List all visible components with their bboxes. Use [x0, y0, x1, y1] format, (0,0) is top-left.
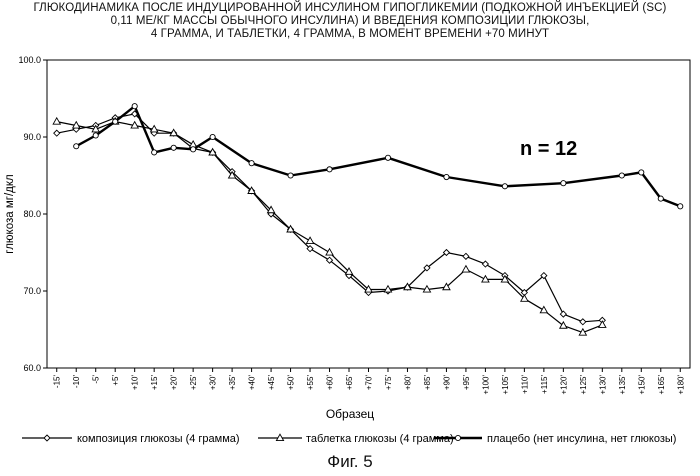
data-point [171, 145, 176, 150]
chart-axes: 60.0 70.0 80.0 90.0 100.0 -15' -10' -5' +5' +10' +… [18, 55, 690, 395]
figure-caption: Фиг. 5 [0, 452, 700, 472]
x-tick-label: +150' [637, 375, 646, 395]
x-tick-label: -15' [53, 375, 62, 389]
data-point [191, 147, 196, 152]
legend-marker [455, 435, 460, 440]
x-tick-label: -10' [72, 375, 81, 389]
x-tick-label: +110' [520, 375, 529, 394]
data-point [540, 306, 547, 312]
x-tick-label: +20' [170, 375, 179, 391]
x-tick-label: +95' [462, 375, 471, 391]
data-point [385, 155, 390, 160]
x-tick-label: +60' [326, 375, 335, 391]
data-point [560, 322, 567, 328]
data-point [619, 173, 624, 178]
legend-label: композиция глюкозы (4 грамма) [77, 433, 240, 445]
data-point [306, 237, 313, 243]
x-tick-label: +45' [267, 375, 276, 391]
data-point [113, 119, 118, 124]
x-axis-label: Образец [326, 407, 374, 421]
y-tick-label: 80.0 [23, 209, 41, 219]
sample-size-annotation: n = 12 [520, 138, 577, 160]
legend-label: плацебо (нет инсулина, нет глюкозы) [487, 433, 676, 445]
x-tick-label: +80' [403, 375, 412, 391]
legend-item-3: плацебо (нет инсулина, нет глюкозы) [434, 433, 676, 445]
x-tick-label: +40' [248, 375, 257, 391]
legend-marker [44, 435, 50, 441]
x-tick-label: +70' [365, 375, 374, 391]
data-point [152, 150, 157, 155]
x-tick-label: +15' [150, 375, 159, 391]
data-point [560, 311, 566, 317]
x-tick-label: +65' [345, 375, 354, 391]
x-tick-label: +115' [540, 375, 549, 394]
data-point [210, 134, 215, 139]
x-tick-label: +25' [189, 375, 198, 391]
data-point [444, 174, 449, 179]
x-tick-label: +35' [228, 375, 237, 391]
data-point [288, 173, 293, 178]
data-point [132, 104, 137, 109]
x-tick-label: +30' [209, 375, 218, 391]
x-tick-label: +90' [442, 375, 451, 391]
data-point [249, 161, 254, 166]
chart-series [53, 104, 683, 336]
data-point [463, 253, 469, 259]
data-point [561, 181, 566, 186]
data-point [54, 130, 60, 136]
x-tick-label: +105' [501, 375, 510, 395]
x-tick-label: +135' [618, 375, 627, 395]
x-tick-label: +100' [481, 375, 490, 395]
plot-frame [47, 60, 690, 368]
data-point [502, 184, 507, 189]
data-point [678, 204, 683, 209]
legend-item-2: таблетка глюкозы (4 грамма) [258, 433, 454, 445]
data-point [639, 170, 644, 175]
x-tick-label: +50' [287, 375, 296, 391]
x-tick-label: +75' [384, 375, 393, 391]
data-point [327, 167, 332, 172]
x-tick-label: +165' [657, 375, 666, 395]
x-tick-label: -5' [92, 375, 101, 384]
y-tick-label: 60.0 [23, 363, 41, 373]
x-tick-label: +120' [559, 375, 568, 395]
chart-legend: композиция глюкозы (4 грамма) таблетка гл… [22, 433, 676, 445]
x-tick-label: +130' [598, 375, 607, 395]
data-point [462, 266, 469, 272]
x-tick-label: +10' [131, 375, 140, 391]
x-tick-label: +5' [111, 375, 120, 386]
y-axis-label: глюкоза мг/дкл [4, 174, 16, 253]
legend-label: таблетка глюкозы (4 грамма) [306, 433, 454, 445]
y-tick-label: 90.0 [23, 132, 41, 142]
data-point [482, 261, 488, 267]
data-point [580, 319, 586, 325]
series-line [76, 106, 680, 206]
series-3 [74, 104, 683, 209]
data-point [599, 321, 606, 327]
data-point [326, 249, 333, 255]
y-tick-label: 70.0 [23, 286, 41, 296]
data-point [658, 196, 663, 201]
x-tick-label: +180' [676, 375, 685, 395]
x-tick-label: +125' [579, 375, 588, 395]
y-tick-label: 100.0 [18, 55, 41, 65]
legend-item-1: композиция глюкозы (4 грамма) [22, 433, 240, 445]
x-tick-label: +85' [423, 375, 432, 391]
data-point [93, 133, 98, 138]
data-point [53, 118, 60, 124]
data-point [74, 144, 79, 149]
x-tick-label: +55' [306, 375, 315, 391]
